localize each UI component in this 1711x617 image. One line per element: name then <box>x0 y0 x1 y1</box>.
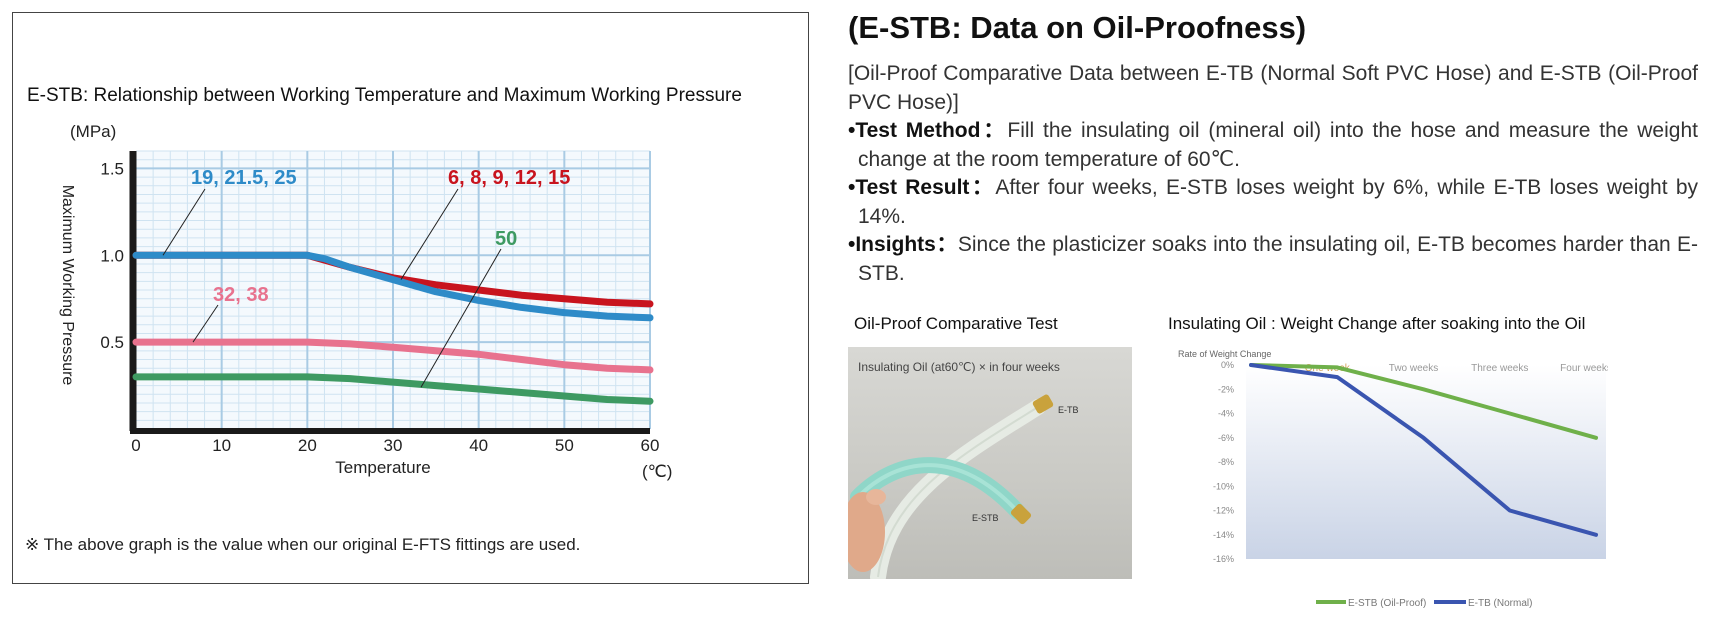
legend-label: E-TB (Normal) <box>1468 598 1532 609</box>
y-tick-label: 1.5 <box>100 159 124 178</box>
intro-text: [Oil-Proof Comparative Data between E-TB… <box>848 62 1698 114</box>
y-tick-label: -16% <box>1213 554 1234 564</box>
y-tick-label: -10% <box>1213 481 1234 491</box>
series-label: 6, 8, 9, 12, 15 <box>448 167 570 189</box>
test-description: [Oil-Proof Comparative Data between E-TB… <box>848 60 1698 288</box>
y-tick-label: 0% <box>1221 360 1234 370</box>
y-axis-label: Maximum Working Pressure <box>59 185 76 386</box>
bullet-label: •Test Method： <box>848 119 1008 142</box>
bullet-insights: •Insights：Since the plasticizer soaks in… <box>848 231 1698 288</box>
plot-area <box>1246 365 1606 559</box>
leader-line <box>420 248 502 388</box>
weight-chart-title: Insulating Oil : Weight Change after soa… <box>1168 314 1586 333</box>
chart-title: E-STB: Relationship between Working Temp… <box>27 85 742 106</box>
bullet-label: •Insights： <box>848 233 958 256</box>
bullet-text: Since the plasticizer soaks into the ins… <box>858 233 1699 285</box>
x-tick-label: 50 <box>555 436 574 455</box>
photo-label-etb: E-TB <box>1058 405 1079 415</box>
pressure-chart: 0.5 1.0 1.5 0 10 20 30 40 50 60 Temperature (℃) (MPa… <box>59 122 672 481</box>
bullet-test-method: •Test Method：Fill the insulating oil (mi… <box>848 117 1698 174</box>
x-tick-label: 30 <box>384 436 403 455</box>
series-line <box>132 251 654 322</box>
chart-footnote: ※ The above graph is the value when our … <box>25 535 581 554</box>
leader-line <box>192 304 219 343</box>
x-unit-label: (℃) <box>642 462 672 481</box>
x-category-label: Four weeks <box>1560 363 1608 374</box>
series-line <box>132 338 654 374</box>
series-label: 50 <box>495 228 517 250</box>
y-tick-label: -2% <box>1218 384 1234 394</box>
y-tick-label: -12% <box>1213 506 1234 516</box>
leader-line <box>162 188 206 256</box>
x-tick-label: 20 <box>298 436 317 455</box>
x-category-label: Three weeks <box>1471 363 1528 374</box>
x-tick-label: 60 <box>641 436 660 455</box>
bullet-test-result: •Test Result：After four weeks, E-STB los… <box>848 174 1698 231</box>
leader-line <box>400 188 459 280</box>
photo-title: Oil-Proof Comparative Test <box>854 314 1058 333</box>
y-tick-label: 0.5 <box>100 333 124 352</box>
y-tick-label: 1.0 <box>100 246 124 265</box>
legend-label: E-STB (Oil-Proof) <box>1348 598 1426 609</box>
series-line <box>132 373 654 405</box>
hose-illustration <box>848 394 1054 579</box>
bullet-label: •Test Result： <box>848 176 996 199</box>
series-line <box>1249 363 1598 537</box>
pressure-chart-panel: 0.5 1.0 1.5 0 10 20 30 40 50 60 Temperature (℃) (MPa… <box>12 12 809 584</box>
x-category-label: Two weeks <box>1389 363 1438 374</box>
hose-test-photo: Insulating Oil (at60℃) × in four weeks E… <box>848 347 1132 579</box>
x-tick-label: 10 <box>212 436 231 455</box>
photo-label-estb: E-STB <box>972 513 999 523</box>
y-tick-label: -4% <box>1218 409 1234 419</box>
x-tick-label: 40 <box>469 436 488 455</box>
bullet-text: Fill the insulating oil (mineral oil) in… <box>858 119 1698 171</box>
y-axis-label: Rate of Weight Change <box>1178 349 1271 359</box>
series-line <box>1249 363 1598 440</box>
y-tick-label: -8% <box>1218 457 1234 467</box>
bullet-text: After four weeks, E-STB loses weight by … <box>858 176 1698 228</box>
y-unit-label: (MPa) <box>70 122 116 141</box>
y-tick-label: -14% <box>1213 530 1234 540</box>
photo-caption: Insulating Oil (at60℃) × in four weeks <box>858 360 1060 374</box>
y-tick-label: -6% <box>1218 433 1234 443</box>
series-label: 32, 38 <box>213 284 269 306</box>
section-heading: (E-STB: Data on Oil-Proofness) <box>848 10 1307 45</box>
x-axis-label: Temperature <box>335 458 430 477</box>
series-label: 19, 21.5, 25 <box>191 167 297 189</box>
x-tick-label: 0 <box>131 436 140 455</box>
